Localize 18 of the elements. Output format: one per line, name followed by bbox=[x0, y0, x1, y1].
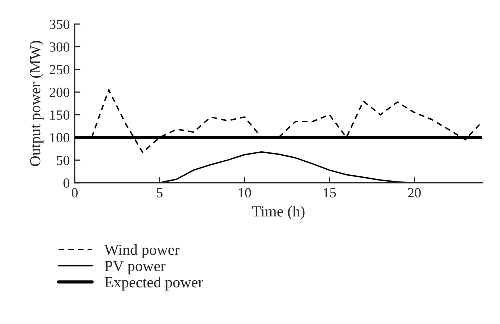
legend-label: Wind power bbox=[104, 244, 180, 258]
x-axis-title: Time (h) bbox=[252, 206, 305, 220]
y-tick-label: 250 bbox=[50, 65, 70, 75]
y-tick-label: 50 bbox=[57, 156, 70, 166]
x-tick-label: 15 bbox=[324, 188, 336, 198]
x-tick-label: 20 bbox=[408, 188, 421, 198]
x-tick-label: 5 bbox=[157, 188, 163, 198]
y-axis-title: Output power (MW) bbox=[30, 41, 44, 166]
y-tick-label: 300 bbox=[50, 42, 70, 52]
x-tick-label: 10 bbox=[239, 188, 252, 198]
x-tick-label: 0 bbox=[72, 188, 78, 198]
y-tick-label: 200 bbox=[50, 88, 70, 98]
y-tick-label: 100 bbox=[50, 133, 70, 143]
y-tick-label: 0 bbox=[64, 178, 70, 188]
y-tick-label: 150 bbox=[50, 110, 70, 120]
legend-label: Expected power bbox=[105, 276, 204, 291]
legend-label: PV power bbox=[105, 261, 166, 275]
y-tick-label: 350 bbox=[50, 20, 70, 30]
